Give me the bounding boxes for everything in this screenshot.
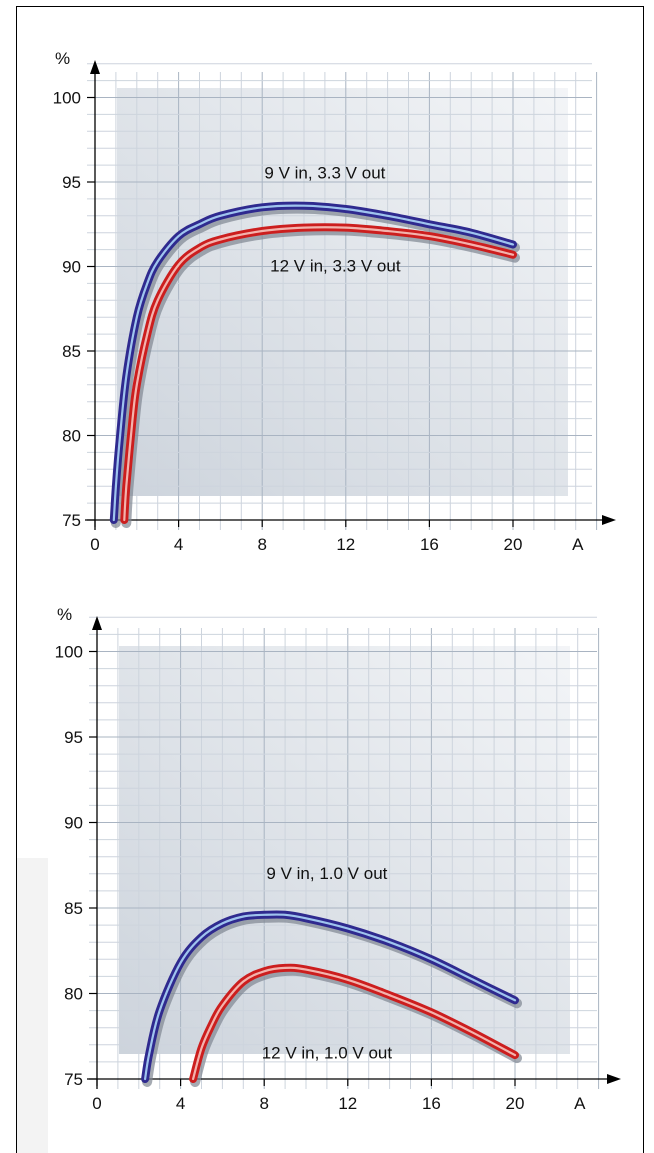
x-tick-label: 4 bbox=[176, 1094, 185, 1113]
x-tick-label: 12 bbox=[336, 535, 355, 554]
y-axis-label: % bbox=[55, 49, 70, 68]
series-annotation: 12 V in, 1.0 V out bbox=[262, 1043, 393, 1062]
y-tick-label: 100 bbox=[53, 89, 81, 108]
x-tick-label: 16 bbox=[420, 535, 439, 554]
x-tick-label: 4 bbox=[174, 535, 183, 554]
y-axis-arrow bbox=[92, 616, 102, 630]
x-axis-arrow bbox=[602, 515, 616, 525]
series-annotation: 9 V in, 1.0 V out bbox=[266, 864, 387, 883]
series-1 bbox=[141, 910, 522, 1087]
x-tick-label: 0 bbox=[90, 535, 99, 554]
y-tick-label: 80 bbox=[64, 985, 83, 1004]
x-axis-label: A bbox=[572, 535, 584, 554]
series-2 bbox=[120, 223, 520, 528]
series-highlight bbox=[123, 226, 515, 522]
x-tick-label: 20 bbox=[504, 535, 523, 554]
y-axis-label: % bbox=[57, 605, 72, 624]
x-tick-label: 12 bbox=[338, 1094, 357, 1113]
x-tick-label: 16 bbox=[422, 1094, 441, 1113]
grid bbox=[89, 616, 600, 1089]
x-tick-label: 8 bbox=[257, 535, 266, 554]
y-tick-label: 85 bbox=[64, 899, 83, 918]
y-tick-label: 90 bbox=[62, 258, 81, 277]
y-tick-label: 90 bbox=[64, 814, 83, 833]
chart-1: 75 80 85 90 95 100 0 4 8 12 16 20% A 9 V in, 3.3 V ou… bbox=[53, 49, 616, 554]
x-tick-label: 20 bbox=[506, 1094, 525, 1113]
series-2 bbox=[189, 963, 522, 1087]
y-tick-label: 75 bbox=[64, 1070, 83, 1089]
y-axis-arrow bbox=[90, 60, 100, 74]
y-tick-label: 75 bbox=[62, 511, 81, 530]
series-1 bbox=[109, 201, 520, 528]
series-highlight bbox=[144, 913, 517, 1081]
side-strip bbox=[17, 858, 48, 1153]
y-tick-label: 80 bbox=[62, 427, 81, 446]
y-tick-label: 95 bbox=[64, 728, 83, 747]
series-highlight bbox=[192, 966, 517, 1081]
y-tick-label: 85 bbox=[62, 342, 81, 361]
plot-panel bbox=[117, 88, 568, 496]
y-tick-label: 100 bbox=[55, 643, 83, 662]
x-tick-label: 8 bbox=[259, 1094, 268, 1113]
x-axis-label: A bbox=[574, 1094, 586, 1113]
series-highlight bbox=[112, 204, 515, 522]
series-annotation: 12 V in, 3.3 V out bbox=[270, 257, 401, 276]
y-tick-label: 95 bbox=[62, 173, 81, 192]
series-annotation: 9 V in, 3.3 V out bbox=[264, 164, 385, 183]
chart-2: 75 80 85 90 95 100 0 4 8 12 16 20% A 9 V in, 1.0 V ou… bbox=[55, 605, 621, 1113]
x-tick-label: 0 bbox=[92, 1094, 101, 1113]
x-axis-arrow bbox=[607, 1074, 621, 1084]
